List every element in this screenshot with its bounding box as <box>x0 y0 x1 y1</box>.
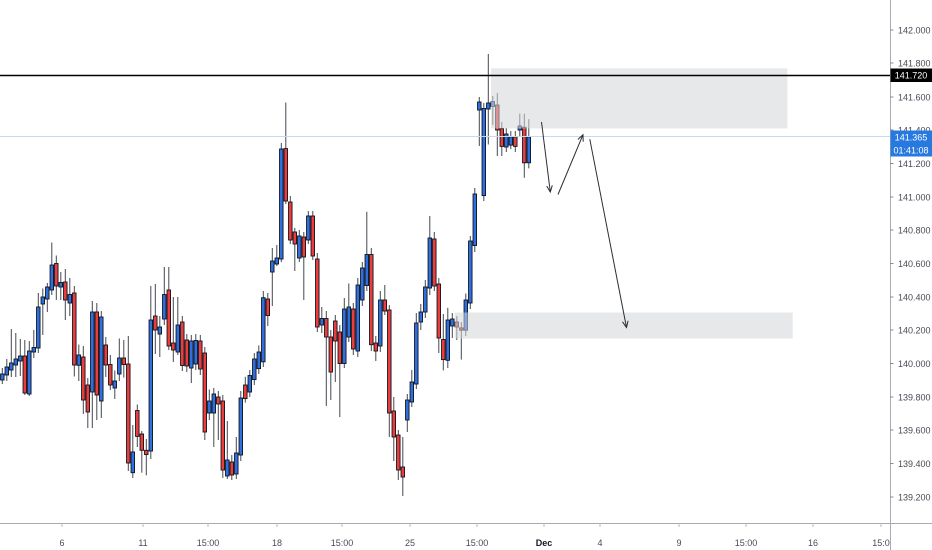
svg-text:15:00: 15:00 <box>197 538 220 548</box>
svg-text:140.200: 140.200 <box>898 326 931 336</box>
svg-text:139.200: 139.200 <box>898 493 931 503</box>
svg-text:25: 25 <box>405 538 415 548</box>
svg-text:6: 6 <box>59 538 64 548</box>
svg-text:140.800: 140.800 <box>898 226 931 236</box>
svg-text:141.200: 141.200 <box>898 159 931 169</box>
svg-text:16: 16 <box>808 538 818 548</box>
svg-text:139.800: 139.800 <box>898 393 931 403</box>
svg-text:141.800: 141.800 <box>898 59 931 69</box>
svg-text:141.000: 141.000 <box>898 193 931 203</box>
svg-text:15:0: 15:0 <box>872 538 890 548</box>
svg-text:139.600: 139.600 <box>898 426 931 436</box>
svg-text:141.365: 141.365 <box>895 133 928 143</box>
svg-text:01:41:08: 01:41:08 <box>893 146 928 156</box>
svg-text:140.400: 140.400 <box>898 293 931 303</box>
svg-text:Dec: Dec <box>536 538 553 548</box>
svg-text:140.600: 140.600 <box>898 259 931 269</box>
svg-text:15:00: 15:00 <box>466 538 489 548</box>
svg-text:4: 4 <box>597 538 602 548</box>
svg-text:141.600: 141.600 <box>898 93 931 103</box>
svg-text:15:00: 15:00 <box>735 538 758 548</box>
svg-text:141.720: 141.720 <box>895 71 928 81</box>
svg-text:140.000: 140.000 <box>898 359 931 369</box>
svg-text:15:00: 15:00 <box>331 538 354 548</box>
svg-text:9: 9 <box>676 538 681 548</box>
svg-text:11: 11 <box>138 538 147 548</box>
svg-text:139.400: 139.400 <box>898 459 931 469</box>
svg-text:142.000: 142.000 <box>898 26 931 36</box>
svg-text:18: 18 <box>272 538 282 548</box>
